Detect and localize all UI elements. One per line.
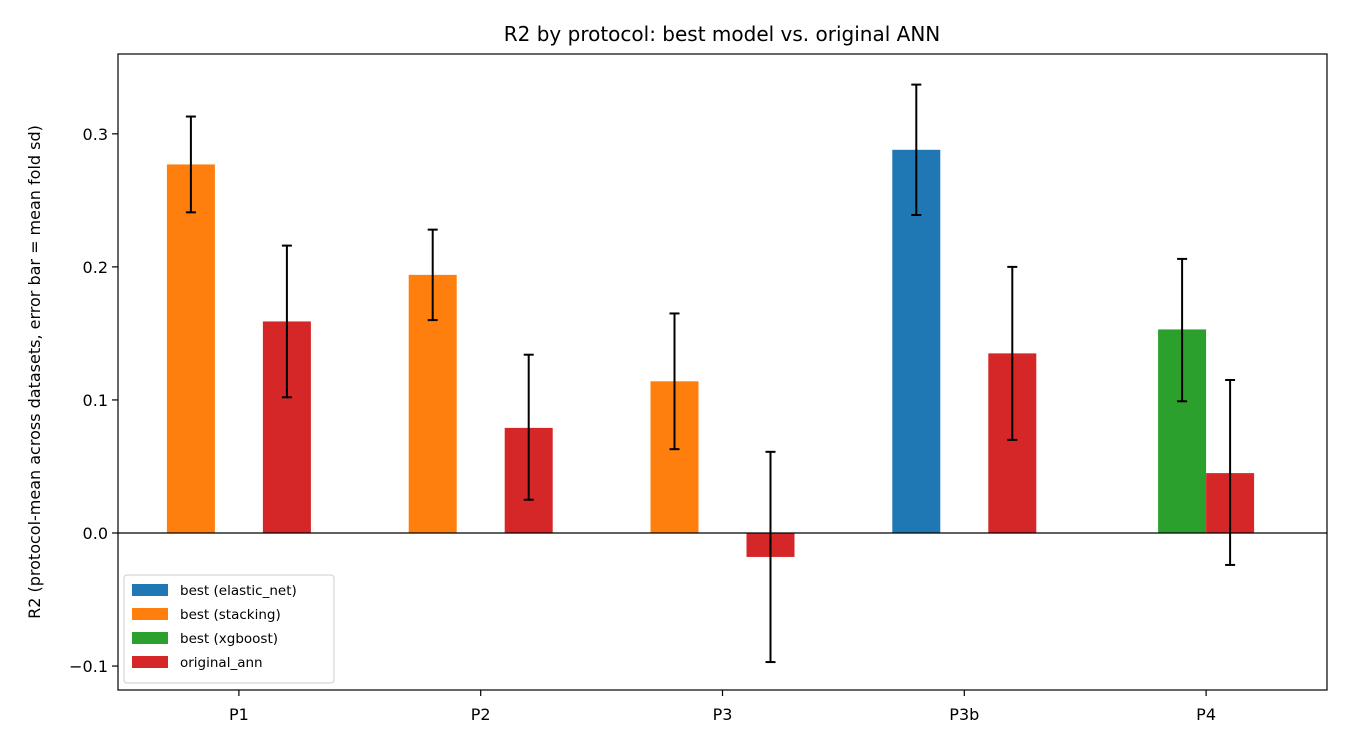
x-tick-label: P3b — [949, 705, 979, 724]
x-tick-label: P3 — [713, 705, 733, 724]
legend-label: best (elastic_net) — [180, 583, 297, 599]
legend-label: best (stacking) — [180, 607, 281, 623]
y-axis-label: R2 (protocol-mean across datasets, error… — [25, 125, 44, 619]
plot-area: −0.1 0.0 0.1 0.2 0.3 P1 P2 P3 P3b P4 — [69, 53, 1328, 724]
error-bar-P4-best — [1177, 257, 1188, 403]
legend-swatch — [132, 608, 168, 620]
y-tick-label: 0.0 — [83, 524, 108, 543]
y-tick-label: 0.2 — [83, 258, 108, 277]
legend-swatch — [132, 656, 168, 668]
error-bar-P4-ann — [1225, 378, 1236, 566]
error-bar-P3b-best — [911, 83, 922, 216]
y-tick-label: 0.1 — [83, 391, 108, 410]
error-bar-P3-ann — [765, 450, 776, 664]
error-bar-P1-ann — [281, 244, 292, 399]
error-bar-P1-best — [185, 115, 196, 214]
legend-label: original_ann — [180, 655, 263, 671]
chart-title: R2 by protocol: best model vs. original … — [504, 22, 940, 46]
error-bar-P3b-ann — [1007, 265, 1018, 441]
legend-label: best (xgboost) — [180, 631, 278, 647]
error-bar-P3-best — [669, 312, 680, 451]
error-bar-P2-best — [427, 228, 438, 322]
legend-swatch — [132, 584, 168, 596]
bar-P1-best — [166, 164, 215, 533]
y-tick-label: −0.1 — [69, 657, 108, 676]
x-tick-label: P4 — [1196, 705, 1216, 724]
y-tick-label: 0.3 — [83, 125, 108, 144]
x-tick-label: P1 — [229, 705, 249, 724]
x-tick-label: P2 — [471, 705, 491, 724]
legend-swatch — [132, 632, 168, 644]
error-bar-P2-ann — [523, 353, 534, 501]
legend-box — [123, 574, 335, 684]
legend: best (elastic_net)best (stacking) best (x… — [123, 574, 335, 684]
